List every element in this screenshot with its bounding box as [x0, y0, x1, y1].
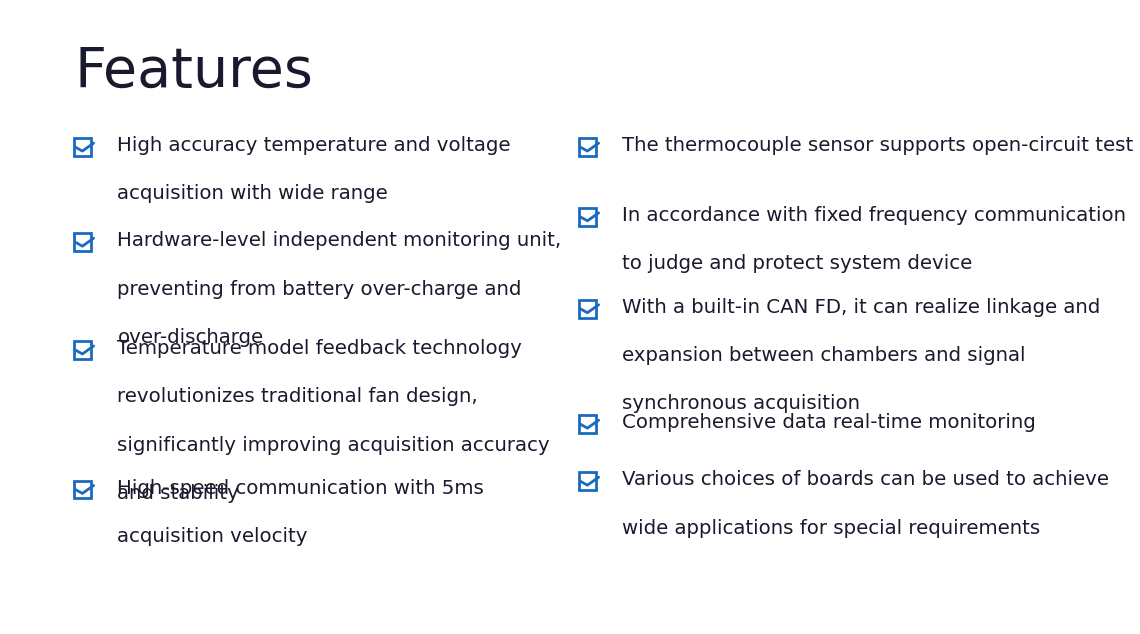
Text: and stability: and stability: [117, 484, 239, 503]
Text: synchronous acquisition: synchronous acquisition: [622, 394, 861, 413]
Text: wide applications for special requirements: wide applications for special requiremen…: [622, 519, 1041, 538]
FancyBboxPatch shape: [579, 472, 596, 490]
Text: over-discharge: over-discharge: [117, 328, 263, 347]
Text: High-speed communication with 5ms: High-speed communication with 5ms: [117, 479, 484, 498]
FancyBboxPatch shape: [579, 208, 596, 226]
FancyBboxPatch shape: [579, 415, 596, 433]
Text: preventing from battery over-charge and: preventing from battery over-charge and: [117, 280, 522, 299]
Text: With a built-in CAN FD, it can realize linkage and: With a built-in CAN FD, it can realize l…: [622, 298, 1101, 317]
Text: The thermocouple sensor supports open-circuit test: The thermocouple sensor supports open-ci…: [622, 136, 1133, 155]
Text: acquisition velocity: acquisition velocity: [117, 527, 308, 546]
Text: High accuracy temperature and voltage: High accuracy temperature and voltage: [117, 136, 511, 155]
Text: Features: Features: [74, 44, 314, 98]
Text: significantly improving acquisition accuracy: significantly improving acquisition accu…: [117, 436, 549, 455]
FancyBboxPatch shape: [579, 138, 596, 156]
Text: acquisition with wide range: acquisition with wide range: [117, 184, 388, 204]
FancyBboxPatch shape: [74, 138, 91, 156]
FancyBboxPatch shape: [74, 341, 91, 359]
Text: expansion between chambers and signal: expansion between chambers and signal: [622, 346, 1026, 365]
Text: In accordance with fixed frequency communication: In accordance with fixed frequency commu…: [622, 206, 1126, 225]
Text: Hardware-level independent monitoring unit,: Hardware-level independent monitoring un…: [117, 231, 562, 250]
Text: revolutionizes traditional fan design,: revolutionizes traditional fan design,: [117, 387, 478, 406]
Text: Comprehensive data real-time monitoring: Comprehensive data real-time monitoring: [622, 413, 1036, 432]
Text: Temperature model feedback technology: Temperature model feedback technology: [117, 339, 522, 358]
Text: to judge and protect system device: to judge and protect system device: [622, 254, 972, 273]
FancyBboxPatch shape: [74, 233, 91, 251]
FancyBboxPatch shape: [74, 481, 91, 498]
FancyBboxPatch shape: [579, 300, 596, 318]
Text: Various choices of boards can be used to achieve: Various choices of boards can be used to…: [622, 470, 1109, 489]
